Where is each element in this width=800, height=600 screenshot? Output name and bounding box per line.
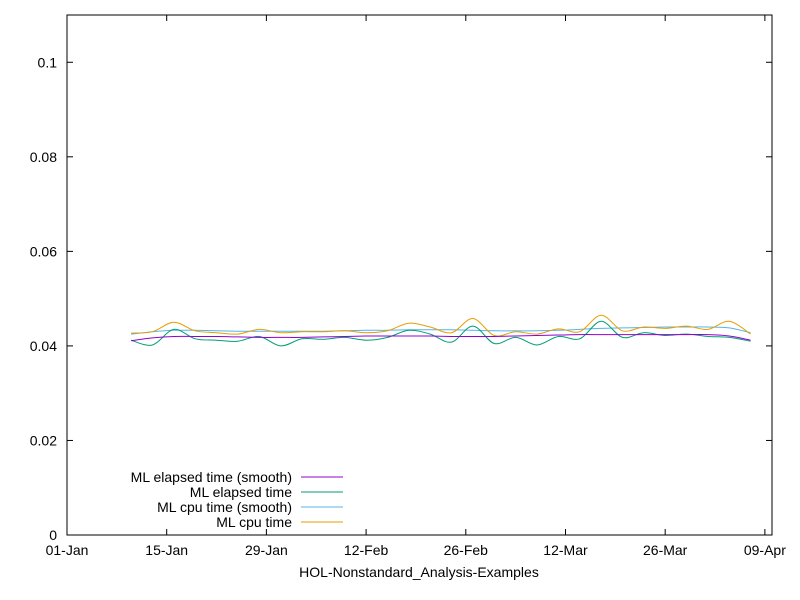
- x-tick-label: 29-Jan: [245, 542, 288, 558]
- x-axis: 01-Jan 15-Jan 29-Jan 12-Feb 26-Feb 12-Mar 26-M…: [46, 15, 786, 558]
- x-tick-label: 26-Mar: [643, 542, 688, 558]
- x-axis-title: HOL-Nonstandard_Analysis-Examples: [299, 564, 539, 580]
- y-tick-label: 0.08: [30, 149, 57, 165]
- y-tick-label: 0.06: [30, 243, 57, 259]
- x-tick-label: 26-Feb: [444, 542, 489, 558]
- x-tick-label: 09-Apr: [744, 542, 786, 558]
- y-axis: 0 0.02 0.04 0.06 0.08 0.1: [30, 54, 772, 543]
- plot-frame: [66, 14, 773, 536]
- x-tick-label: 12-Mar: [543, 542, 588, 558]
- series-line-0: [131, 333, 751, 342]
- y-tick-label: 0.04: [30, 338, 57, 354]
- x-tick-label: 12-Feb: [344, 542, 389, 558]
- series-layer: [130, 314, 751, 347]
- legend-label: ML elapsed time: [190, 484, 292, 500]
- x-tick-label: 01-Jan: [46, 542, 89, 558]
- y-tick-label: 0.1: [38, 54, 58, 70]
- legend: ML elapsed time (smooth)ML elapsed timeM…: [131, 469, 343, 530]
- y-tick-label: 0.02: [30, 432, 57, 448]
- legend-label: ML cpu time (smooth): [157, 499, 292, 515]
- y-tick-label: 0: [49, 527, 57, 543]
- legend-label: ML cpu time: [216, 514, 292, 530]
- legend-label: ML elapsed time (smooth): [131, 469, 292, 485]
- series-line-1: [130, 320, 751, 347]
- series-line-3: [131, 314, 751, 337]
- x-tick-label: 15-Jan: [145, 542, 188, 558]
